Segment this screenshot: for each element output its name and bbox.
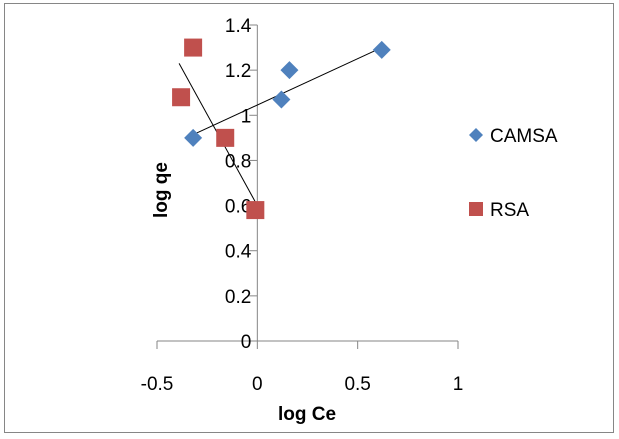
- y-tick-label: 0.6: [225, 197, 251, 218]
- y-tick-label: 1: [241, 106, 252, 127]
- data-point-rsa: [172, 88, 191, 107]
- y-tick-label: 0.4: [225, 242, 252, 263]
- y-tick-label: 0: [241, 332, 252, 353]
- axes: -0.5 0 0.5 1 0 0.2 0.4 0.6 0.8 1 1.2 1.4: [141, 16, 464, 395]
- y-axis-title: log qe: [151, 162, 172, 218]
- data-point-camsa: [280, 61, 299, 80]
- trendlines: [178, 47, 382, 206]
- chart-area: [4, 3, 614, 433]
- trendline-camsa: [190, 47, 382, 137]
- y-tick-label: 0.2: [225, 287, 251, 308]
- x-axis-title: log Ce: [278, 404, 336, 425]
- legend-marker-rsa: [469, 202, 483, 216]
- data-point-rsa: [216, 128, 235, 147]
- legend-label-camsa: CAMSA: [490, 126, 558, 147]
- data-point-rsa: [184, 38, 203, 57]
- legend-marker-camsa: [469, 128, 483, 142]
- y-tick-label: 1.4: [225, 16, 252, 37]
- data-point-camsa: [372, 40, 391, 59]
- y-tick-label: 0.8: [225, 151, 251, 172]
- y-tick-label: 1.2: [225, 61, 251, 82]
- data-point-rsa: [246, 201, 265, 220]
- data-point-camsa: [272, 90, 291, 109]
- data-point-camsa: [184, 128, 203, 147]
- data-points: [172, 38, 391, 220]
- x-tick-label: 0: [252, 374, 263, 395]
- legend-label-rsa: RSA: [490, 200, 529, 221]
- x-tick-label: 0.5: [344, 374, 370, 395]
- x-tick-label: -0.5: [141, 374, 174, 395]
- x-tick-label: 1: [453, 374, 464, 395]
- legend: CAMSA RSA: [469, 126, 558, 221]
